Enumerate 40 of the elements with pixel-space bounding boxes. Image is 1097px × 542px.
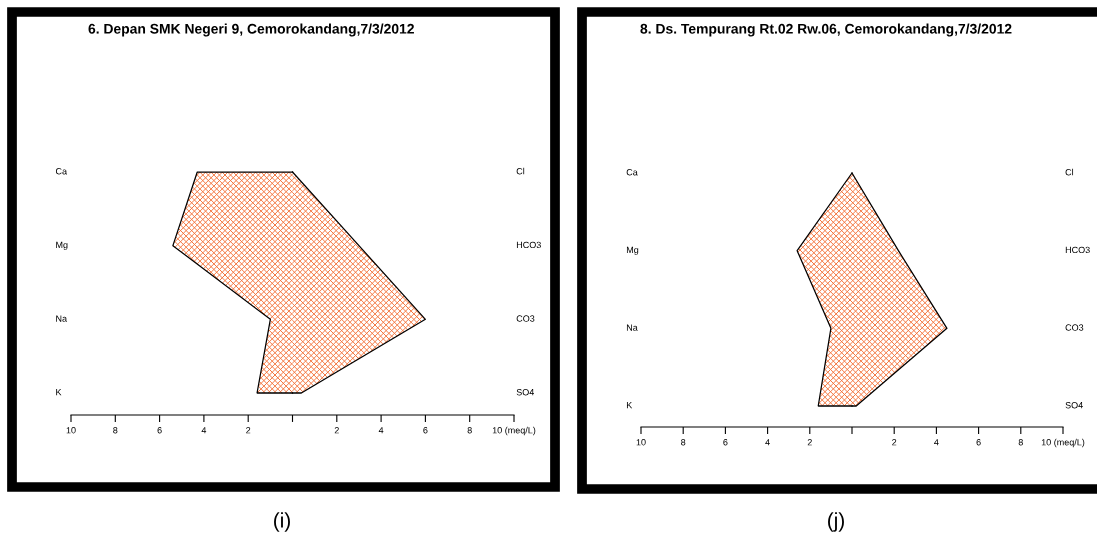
- x-tick-label: 10: [636, 439, 646, 446]
- y2-tick-label: CO3: [516, 315, 535, 322]
- x-tick-label: 10 (meq/L): [492, 426, 536, 436]
- y2-tick-label: SO4: [516, 389, 535, 396]
- x-tick-label: 2: [892, 439, 897, 446]
- y2-tick-label: HCO3: [516, 241, 541, 249]
- y-tick-label: Mg: [626, 246, 639, 255]
- y-tick-label: Mg: [56, 241, 68, 250]
- y2-tick-label: Cl: [516, 167, 525, 175]
- chart-title: 6. Depan SMK Negeri 9, Cemorokandang,7/3/2012: [88, 23, 414, 37]
- x-tick-label: 4: [934, 439, 939, 446]
- x-tick-label: 2: [334, 427, 339, 434]
- text: (j): [828, 512, 844, 532]
- x-tick-label: 8: [681, 439, 686, 446]
- text: (i): [274, 512, 290, 532]
- y-tick-label: Na: [56, 315, 68, 322]
- x-tick-label: 8: [113, 427, 118, 434]
- y2-tick-label: CO3: [1065, 324, 1084, 331]
- y-tick-label: K: [56, 389, 62, 396]
- x-tick-label: 10 (meq/L): [1041, 438, 1085, 448]
- x-tick-label: 2: [807, 439, 812, 446]
- x-tick-label: 10: [66, 427, 76, 434]
- x-tick-label: 4: [378, 427, 384, 434]
- x-tick-label: 4: [201, 427, 207, 434]
- y2-tick-label: Cl: [1065, 168, 1074, 176]
- y-tick-label: Ca: [626, 169, 638, 176]
- y2-tick-label: SO4: [1065, 402, 1083, 409]
- x-tick-label: 6: [976, 439, 981, 446]
- x-tick-label: 6: [423, 427, 428, 434]
- y-tick-label: K: [626, 402, 633, 409]
- x-tick-label: 4: [765, 439, 770, 446]
- x-tick-label: 2: [246, 427, 251, 434]
- chart-title: 8. Ds. Tempurang Rt.02 Rw.06, Cemorokandang,7/3/2012: [640, 23, 1012, 37]
- x-tick-label: 8: [467, 427, 472, 434]
- y-tick-label: Ca: [55, 168, 68, 175]
- x-tick-label: 6: [723, 439, 728, 446]
- x-tick-label: 6: [157, 427, 162, 434]
- y2-tick-label: HCO3: [1065, 246, 1090, 254]
- x-tick-label: 8: [1018, 439, 1023, 446]
- y-tick-label: Na: [626, 324, 638, 331]
